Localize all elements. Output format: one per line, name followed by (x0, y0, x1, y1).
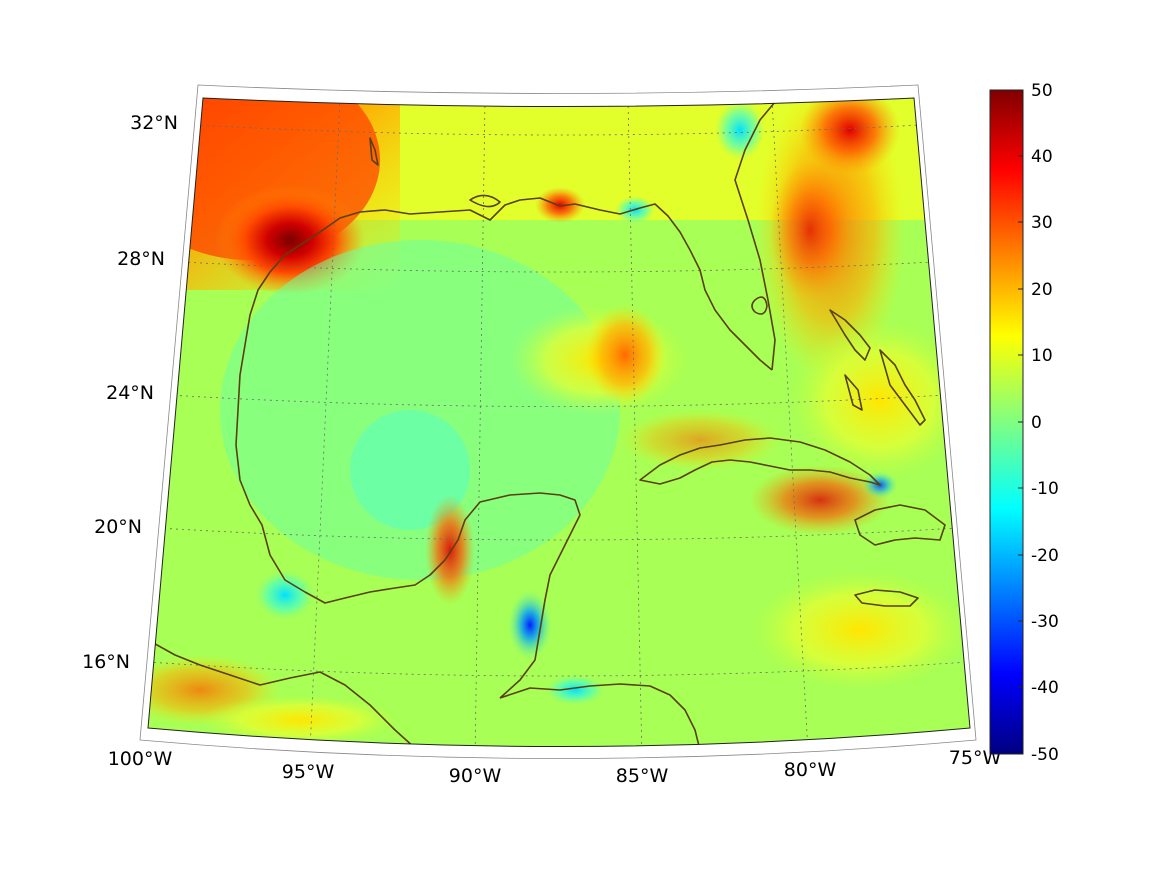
lon-label: 75°W (949, 747, 1002, 769)
map-outer-frame (139, 84, 977, 759)
colorbar-label: 30 (1031, 213, 1053, 233)
lat-label: 16°N (82, 651, 130, 673)
colorbar-label: -40 (1031, 678, 1059, 698)
colorbar-label: -20 (1031, 546, 1059, 566)
colorbar-label: 0 (1031, 413, 1042, 433)
colorbar-gradient (989, 89, 1024, 755)
lon-label: 80°W (784, 759, 837, 781)
lon-label: 95°W (282, 761, 335, 783)
lon-label: 85°W (616, 765, 669, 787)
lon-label: 90°W (449, 765, 502, 787)
lat-label: 28°N (117, 248, 165, 270)
coastlines (148, 101, 946, 747)
lat-label: 20°N (94, 516, 142, 538)
colorbar-ticks (1018, 155, 1023, 688)
colorbar-label: 20 (1031, 280, 1053, 300)
colorbar-label: 10 (1031, 346, 1053, 366)
colorbar-label: -30 (1031, 612, 1059, 632)
colorbar-label: -10 (1031, 479, 1059, 499)
colorbar-label: 40 (1031, 147, 1053, 167)
lat-label: 24°N (106, 382, 154, 404)
data-field (148, 98, 970, 747)
colorbar: 50 40 30 20 10 0 -10 -20 -30 -40 -50 (989, 81, 1059, 765)
lon-label: 100°W (108, 748, 173, 770)
lat-label: 32°N (130, 112, 178, 134)
colorbar-label: 50 (1031, 81, 1053, 101)
colorbar-label: -50 (1031, 745, 1059, 765)
graticule (148, 98, 969, 747)
map-frame (147, 97, 971, 747)
